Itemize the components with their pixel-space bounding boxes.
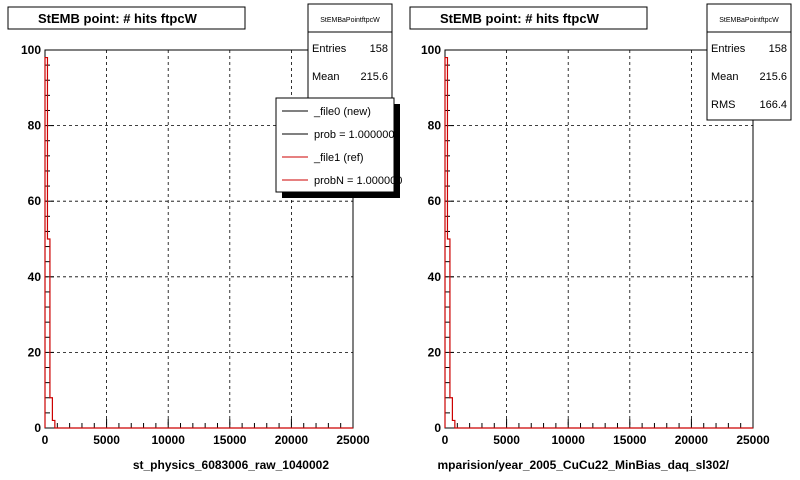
x-tick-label: 5000 <box>93 433 120 447</box>
y-tick-label: 100 <box>421 43 441 57</box>
x-axis-label: mparision/year_2005_CuCu22_MinBias_daq_s… <box>438 458 730 472</box>
legend-label: prob = 1.000000 <box>314 129 394 141</box>
histogram-series <box>44 56 353 429</box>
histogram-series <box>444 56 753 429</box>
x-tick-label: 15000 <box>213 433 247 447</box>
y-tick-label: 80 <box>28 119 42 133</box>
histogram-pad-2: 0 5000 10000 15000 20000 25000 0 20 40 60 80 100 mpa… <box>409 3 792 472</box>
x-tick-label: 0 <box>42 433 49 447</box>
title-box <box>7 6 246 30</box>
stats-label: RMS <box>711 99 735 111</box>
y-tick-label: 60 <box>428 194 442 208</box>
legend-box <box>275 97 395 193</box>
x-tick-label: 15000 <box>613 433 647 447</box>
stats-value: 215.6 <box>759 71 787 83</box>
stats-label: Entries <box>711 43 746 55</box>
y-tick-label: 40 <box>428 270 442 284</box>
stats-value: 215.6 <box>360 71 388 83</box>
x-tick-label: 20000 <box>675 433 709 447</box>
x-tick-label: 20000 <box>275 433 309 447</box>
legend-label: _file1 (ref) <box>313 152 364 164</box>
stats-name: StEMBaPointftpcW <box>320 17 380 24</box>
x-tick-label: 25000 <box>336 433 370 447</box>
title-box <box>409 6 648 30</box>
y-tick-label: 0 <box>34 421 41 435</box>
x-axis-label: st_physics_6083006_raw_1040002 <box>133 458 329 472</box>
stats-label: Mean <box>312 71 340 83</box>
x-tick-label: 0 <box>442 433 449 447</box>
legend-label: probN = 1.000000 <box>314 175 402 187</box>
y-tick-label: 20 <box>28 345 42 359</box>
y-tick-label: 100 <box>21 43 41 57</box>
legend-label: _file0 (new) <box>313 106 371 118</box>
stats-name: StEMBaPointftpcW <box>719 17 779 24</box>
stats-value: 166.4 <box>759 99 787 111</box>
stats-label: Mean <box>711 71 739 83</box>
y-tick-label: 0 <box>434 421 441 435</box>
y-tick-label: 40 <box>28 270 42 284</box>
y-tick-label: 60 <box>28 194 42 208</box>
x-tick-label: 25000 <box>736 433 770 447</box>
stats-label: Entries <box>312 43 347 55</box>
histogram-pad-1: 0 5000 10000 15000 20000 25000 0 20 40 60 80 100 st_… <box>7 3 402 472</box>
stats-value: 158 <box>769 43 787 55</box>
stats-box <box>706 3 792 121</box>
chart-title: StEMB point: # hits ftpcW <box>440 11 600 26</box>
y-tick-label: 80 <box>428 119 442 133</box>
y-tick-label: 20 <box>428 345 442 359</box>
chart-title: StEMB point: # hits ftpcW <box>38 11 198 26</box>
x-tick-label: 10000 <box>552 433 586 447</box>
stats-value: 158 <box>370 43 388 55</box>
x-tick-label: 10000 <box>152 433 186 447</box>
x-tick-label: 5000 <box>493 433 520 447</box>
plot-frame <box>444 49 754 429</box>
